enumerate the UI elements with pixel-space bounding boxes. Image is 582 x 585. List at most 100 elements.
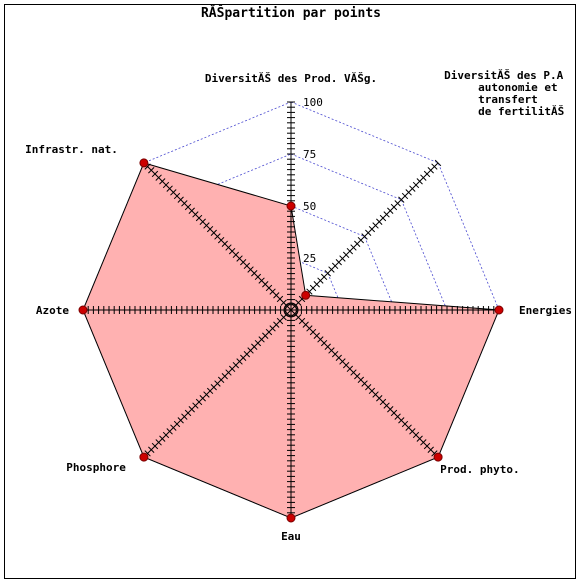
axis-tick <box>401 192 409 200</box>
axis-tick <box>162 181 170 189</box>
axis-tick <box>383 211 390 218</box>
axis-tick <box>159 178 166 185</box>
axis-tick <box>280 314 287 321</box>
axis-tick <box>225 244 232 251</box>
axis-tick <box>243 350 251 358</box>
axis-tick <box>195 398 203 406</box>
axis-tick <box>361 380 368 387</box>
axis-tick <box>313 281 320 288</box>
axis-label-2: de fertilitĂŠ <box>478 105 564 118</box>
axis-label-2: DiversitĂŠ des P.A <box>444 69 564 82</box>
axis-tick <box>265 284 273 292</box>
axis-tick <box>331 262 339 270</box>
axis-tick <box>199 395 206 402</box>
axis-tick <box>405 189 412 196</box>
axis-tick <box>390 203 398 211</box>
axis-tick <box>376 218 383 225</box>
axis-tick <box>276 295 284 303</box>
axis-tick <box>243 262 251 270</box>
axis-tick <box>328 347 335 354</box>
center-circle <box>283 302 299 318</box>
axis-tick <box>232 251 240 259</box>
axis-tick <box>295 314 302 321</box>
axis-tick <box>416 435 423 442</box>
axis-tick <box>306 288 313 295</box>
axis-tick <box>320 339 328 347</box>
axis-tick <box>236 358 243 365</box>
axis-tick <box>262 332 269 339</box>
axis-tick <box>427 446 434 453</box>
axis-tick <box>394 200 401 207</box>
axis-tick <box>228 365 236 373</box>
axis-tick <box>276 317 284 325</box>
axis-tick <box>339 255 346 262</box>
axis-tick <box>199 218 206 225</box>
axis-label-2: autonomie et <box>478 81 557 94</box>
axis-tick <box>232 361 240 369</box>
axis-label-8: Infrastr. nat. <box>25 143 118 156</box>
axis-tick <box>427 167 434 174</box>
axis-tick <box>162 431 170 439</box>
axis-tick <box>151 170 159 178</box>
data-point-2 <box>301 290 311 300</box>
axis-tick <box>412 181 420 189</box>
axis-tick <box>203 391 210 398</box>
axis-label-3: Energies <box>519 304 572 317</box>
axis-tick <box>195 214 203 222</box>
axis-tick <box>387 406 394 413</box>
axis-tick <box>365 384 372 391</box>
axis-label-6: Phosphore <box>66 461 126 474</box>
axis-tick <box>210 229 217 236</box>
axis-tick <box>284 303 291 310</box>
axis-tick <box>350 369 357 376</box>
axis-tick <box>357 376 365 384</box>
axis-tick <box>273 321 280 328</box>
axis-tick <box>148 446 155 453</box>
axis-tick <box>173 420 181 428</box>
axis-tick <box>383 402 390 409</box>
axis-tick <box>240 259 247 266</box>
axis-tick <box>184 409 192 417</box>
axis-tick <box>394 413 401 420</box>
axis-tick <box>192 211 199 218</box>
axis-tick <box>210 384 217 391</box>
axis-label-4: Prod. phyto. <box>440 463 519 476</box>
axis-label-2: transfert <box>478 93 538 106</box>
axis-tick <box>398 196 405 203</box>
axis-tick <box>306 325 313 332</box>
axis-tick <box>309 284 317 292</box>
axis-tick <box>228 247 236 255</box>
axis-tick <box>328 266 335 273</box>
data-points-layer <box>78 158 504 523</box>
axis-tick <box>342 361 350 369</box>
axis-tick <box>166 428 173 435</box>
axis-tick <box>166 185 173 192</box>
axis-tick <box>151 442 159 450</box>
axis-tick <box>144 450 151 457</box>
axis-tick <box>372 391 379 398</box>
axis-tick <box>203 222 210 229</box>
axis-tick <box>177 417 184 424</box>
axis-tick <box>335 354 342 361</box>
axis-label-5: Eau <box>281 530 301 543</box>
axis-tick <box>368 225 376 233</box>
axis-tick <box>324 270 331 277</box>
axis-tick <box>313 332 320 339</box>
data-point-5 <box>286 513 296 523</box>
axis-tick <box>159 435 166 442</box>
axis-tick <box>324 343 331 350</box>
axis-tick <box>170 189 177 196</box>
axis-tick <box>177 196 184 203</box>
axis-tick <box>379 214 387 222</box>
axis-tick <box>372 222 379 229</box>
data-point-8 <box>139 158 149 168</box>
axis-tick <box>254 273 262 281</box>
labels-layer: 25 50 75 100 DiversitĂŠ des Prod. VĂŠg. Diver… <box>25 69 572 543</box>
axis-tick <box>148 167 155 174</box>
axis-tick <box>346 247 354 255</box>
axis-tick <box>376 395 383 402</box>
axis-tick <box>298 295 306 303</box>
axis-tick <box>431 450 438 457</box>
axis-tick <box>221 373 228 380</box>
axis-tick <box>273 292 280 299</box>
